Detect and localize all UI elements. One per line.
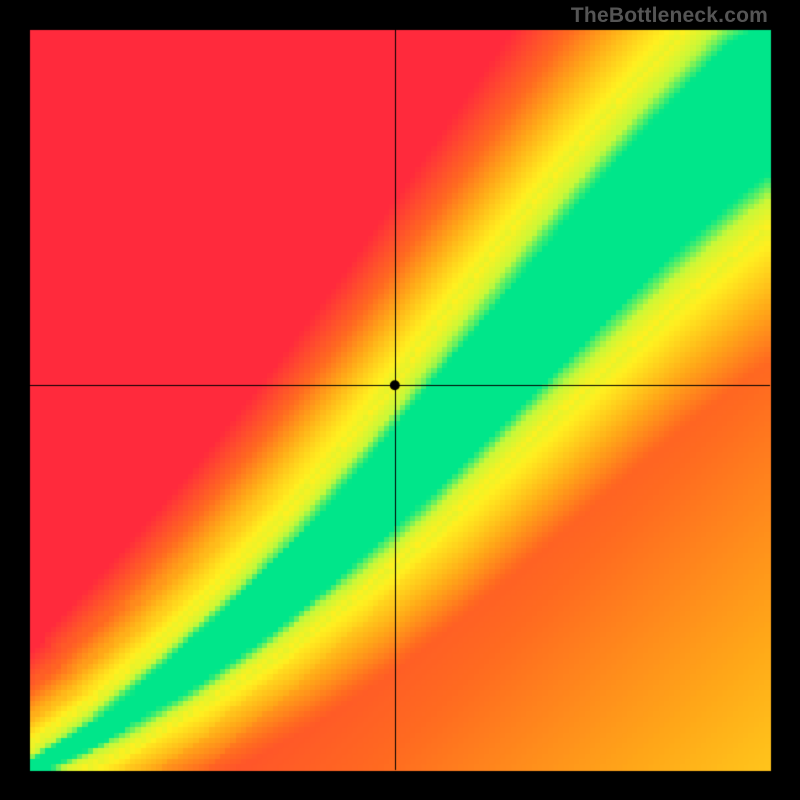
chart-container: TheBottleneck.com (0, 0, 800, 800)
watermark-text: TheBottleneck.com (571, 4, 768, 28)
heatmap-canvas (0, 0, 800, 800)
